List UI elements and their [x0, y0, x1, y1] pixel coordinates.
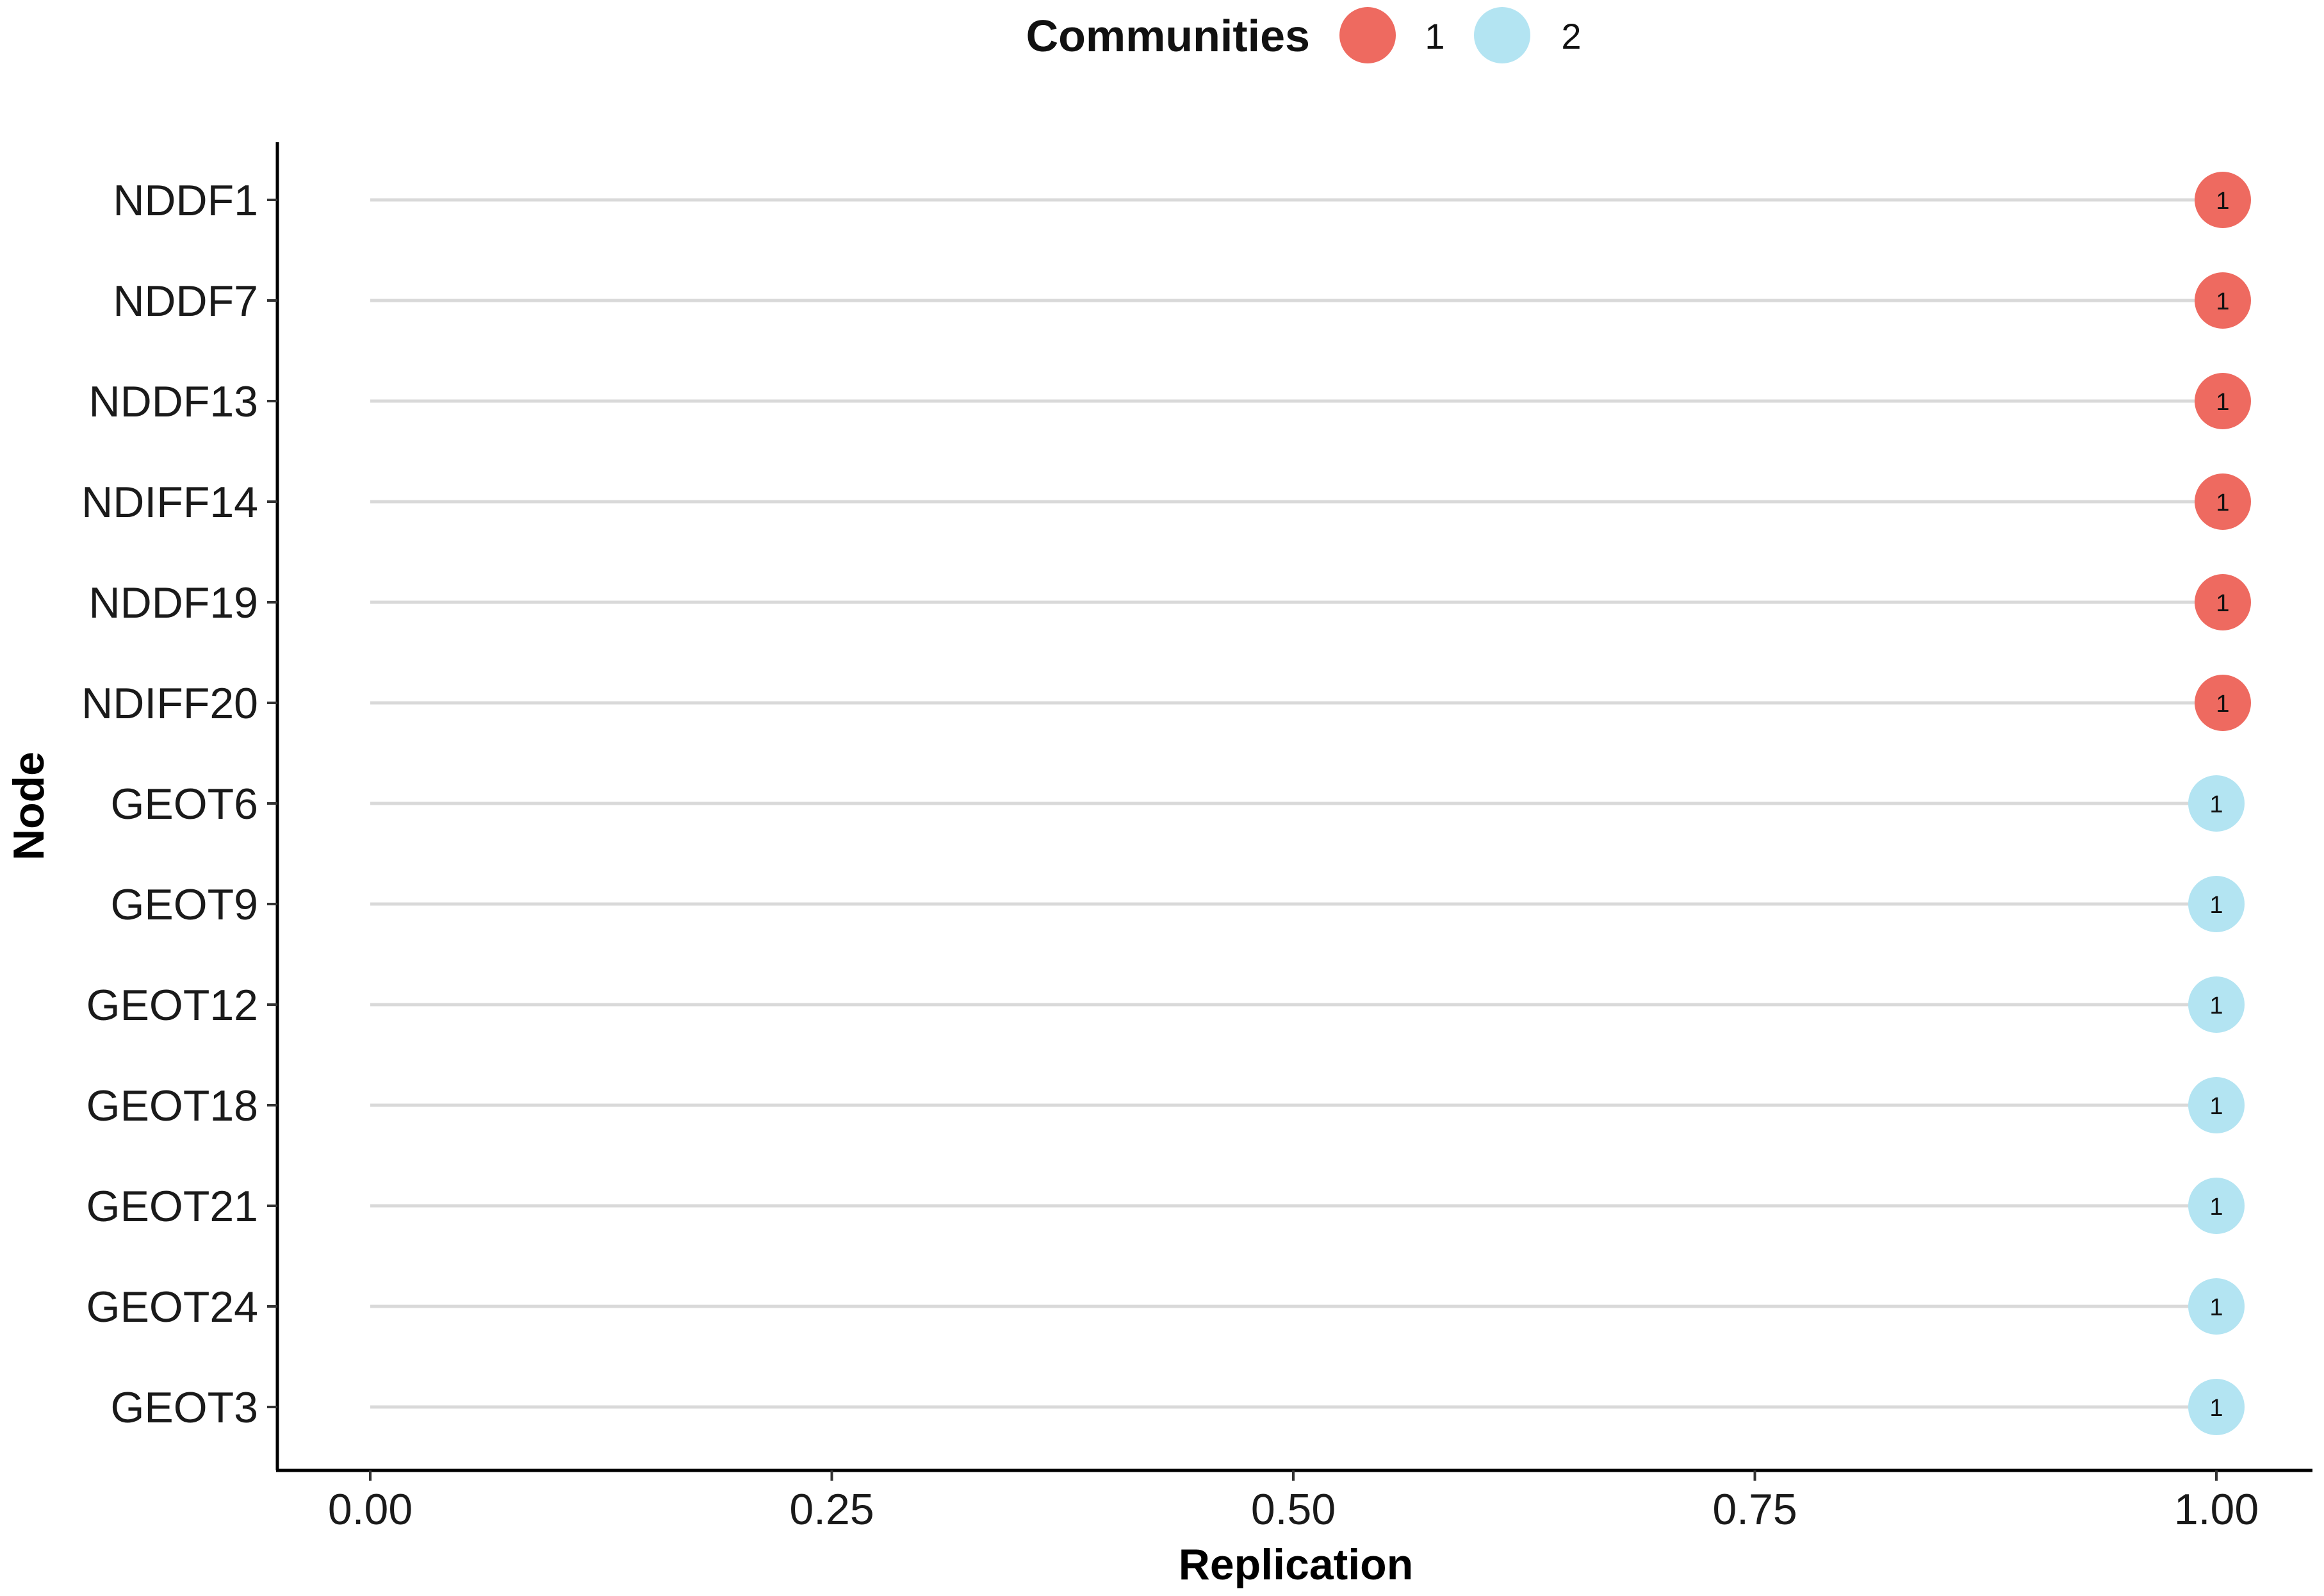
- y-tick-label-geot9: GEOT9: [111, 880, 259, 929]
- y-tick-label-ndiff14: NDIFF14: [81, 478, 258, 527]
- stems-group: [370, 198, 2216, 1409]
- x-axis-title: Replication: [1179, 1540, 1414, 1589]
- point-label-geot12: 1: [2209, 992, 2223, 1019]
- legend-swatch-community-2: [1474, 7, 1530, 63]
- y-tick-label-geot21: GEOT21: [86, 1182, 258, 1231]
- point-nddf13: [2195, 373, 2251, 429]
- x-tick-label-4: 1.00: [2174, 1485, 2259, 1534]
- y-axis-ticks: NDDF1 NDDF7 NDDF13 NDIFF14 NDDF19 NDIFF20 GEOT…: [81, 176, 277, 1432]
- x-tick-label-2: 0.50: [1251, 1485, 1336, 1534]
- y-tick-label-nddf1: NDDF1: [113, 176, 258, 225]
- x-tick-label-0: 0.00: [328, 1485, 413, 1534]
- point-geot24: [2188, 1278, 2245, 1335]
- point-label-geot18: 1: [2209, 1093, 2223, 1120]
- legend-label-community-2: 2: [1561, 16, 1581, 56]
- point-geot12: [2188, 976, 2245, 1033]
- y-tick-label-nddf19: NDDF19: [89, 579, 259, 627]
- point-nddf19: [2195, 574, 2251, 630]
- point-label-nddf13: 1: [2216, 389, 2229, 416]
- point-label-geot6: 1: [2209, 791, 2223, 818]
- point-label-geot9: 1: [2209, 892, 2223, 919]
- point-label-geot3: 1: [2209, 1395, 2223, 1422]
- point-label-geot24: 1: [2209, 1294, 2223, 1321]
- y-tick-label-nddf7: NDDF7: [113, 277, 258, 325]
- point-label-nddf7: 1: [2216, 288, 2229, 315]
- point-label-nddf19: 1: [2216, 590, 2229, 617]
- y-tick-label-ndiff20: NDIFF20: [81, 679, 258, 728]
- legend-label-community-1: 1: [1425, 16, 1444, 56]
- point-ndiff14: [2195, 473, 2251, 530]
- y-tick-label-nddf13: NDDF13: [89, 377, 259, 426]
- y-tick-label-geot3: GEOT3: [111, 1383, 259, 1432]
- legend: Communities 1 2: [1026, 7, 1582, 63]
- x-axis-ticks: 0.00 0.25 0.50 0.75 1.00: [328, 1470, 2259, 1534]
- point-geot3: [2188, 1379, 2245, 1435]
- point-geot9: [2188, 876, 2245, 932]
- legend-swatch-community-1: [1339, 7, 1396, 63]
- point-ndiff20: [2195, 675, 2251, 731]
- point-nddf7: [2195, 272, 2251, 329]
- point-label-nddf1: 1: [2216, 188, 2229, 215]
- points-group: 1 1 1 1 1 1 1 1 1 1 1 1 1: [2188, 172, 2251, 1435]
- point-geot6: [2188, 775, 2245, 832]
- point-label-ndiff20: 1: [2216, 691, 2229, 718]
- point-geot21: [2188, 1178, 2245, 1234]
- legend-title: Communities: [1026, 11, 1310, 61]
- point-nddf1: [2195, 172, 2251, 228]
- point-label-ndiff14: 1: [2216, 489, 2229, 516]
- y-axis-title: Node: [4, 752, 53, 860]
- y-tick-label-geot24: GEOT24: [86, 1283, 258, 1331]
- point-geot18: [2188, 1077, 2245, 1133]
- point-label-geot21: 1: [2209, 1194, 2223, 1221]
- x-tick-label-1: 0.25: [789, 1485, 874, 1534]
- x-tick-label-3: 0.75: [1712, 1485, 1797, 1534]
- y-tick-label-geot18: GEOT18: [86, 1082, 258, 1130]
- y-tick-label-geot12: GEOT12: [86, 981, 258, 1030]
- y-tick-label-geot6: GEOT6: [111, 780, 259, 828]
